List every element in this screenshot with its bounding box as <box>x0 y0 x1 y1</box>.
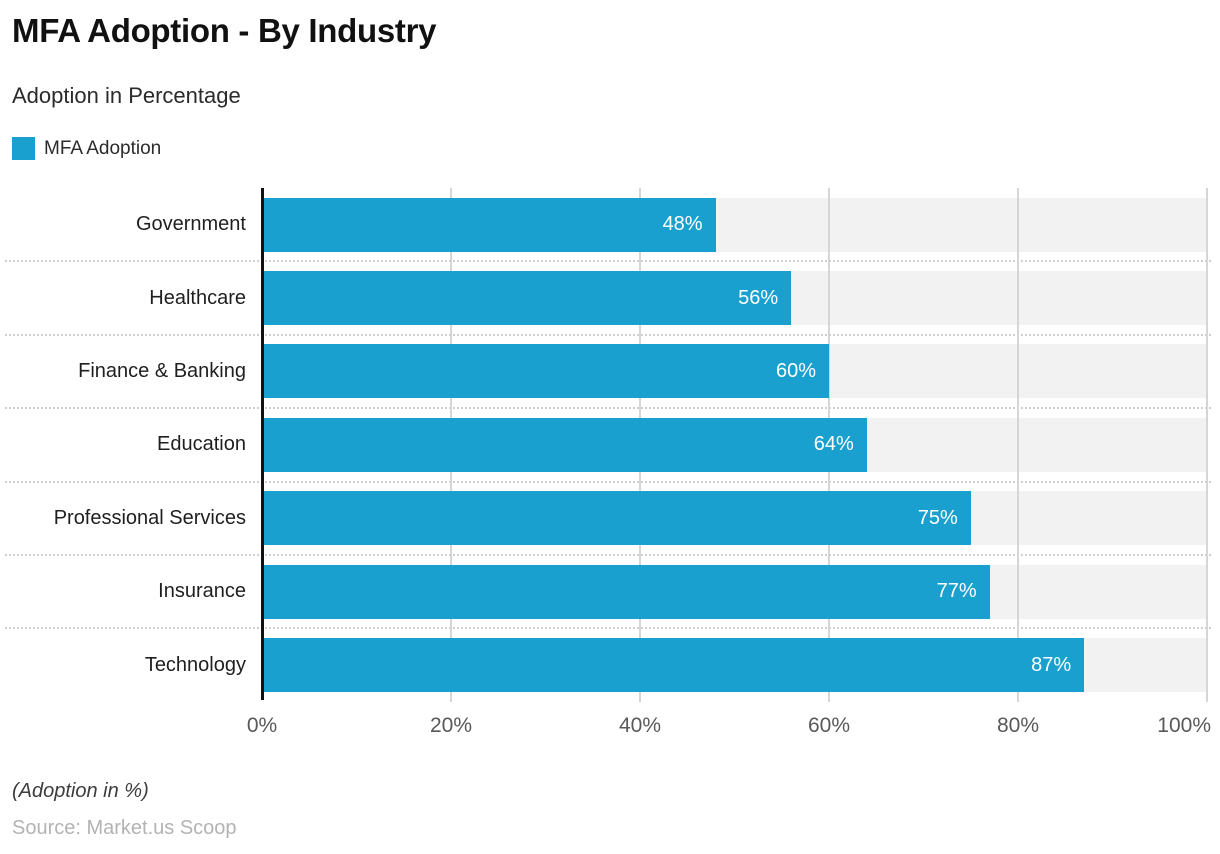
x-tick-label: 60% <box>807 714 851 737</box>
x-tick-label: 0% <box>246 714 278 737</box>
axis-note: (Adoption in %) <box>12 780 149 802</box>
category-label: Insurance <box>158 580 246 603</box>
chart-row: Technology 87% <box>0 628 1220 701</box>
chart-rows: Government 48% Healthcare 56% <box>0 188 1220 702</box>
legend-label: MFA Adoption <box>44 137 162 159</box>
chart-subtitle: Adoption in Percentage <box>12 83 241 108</box>
bar-fill: 87% <box>262 638 1085 693</box>
x-tick-label: 100% <box>1157 714 1211 737</box>
chart-row: Education 64% <box>0 408 1220 483</box>
bar-fill: 48% <box>262 197 716 252</box>
bar-value-label: 48% <box>662 213 703 236</box>
bar-value-label: 87% <box>1031 653 1072 676</box>
bar-value-label: 75% <box>917 506 958 529</box>
category-label: Government <box>135 213 246 236</box>
x-axis: 0% 20% 40% 60% 80% 100% <box>247 714 1211 742</box>
category-label: Professional Services <box>53 506 246 529</box>
bar-fill: 56% <box>262 271 792 326</box>
bar-value-label: 60% <box>775 359 816 382</box>
chart-row: Finance & Banking 60% <box>0 335 1220 410</box>
category-label: Education <box>157 433 246 456</box>
bar-value-label: 77% <box>936 580 977 603</box>
bar-area: 77% <box>262 564 1207 619</box>
category-label: Healthcare <box>149 286 246 309</box>
bar-area: 87% <box>262 638 1207 693</box>
chart-row: Healthcare 56% <box>0 261 1220 337</box>
category-label: Finance & Banking <box>78 359 246 382</box>
source-attribution: Source: Market.us Scoop <box>12 817 237 839</box>
chart-row: Professional Services 75% <box>0 482 1220 557</box>
bar-fill: 60% <box>262 344 829 399</box>
bar-fill: 75% <box>262 491 971 546</box>
bar-area: 48% <box>262 197 1207 252</box>
category-label: Technology <box>144 653 246 676</box>
bar-area: 60% <box>262 344 1207 399</box>
x-tick-label: 20% <box>429 714 473 737</box>
bar-chart-plot-area: Government 48% Healthcare 56% <box>0 188 1220 702</box>
bar-value-label: 64% <box>813 433 854 456</box>
bar-area: 75% <box>262 491 1207 546</box>
legend: MFA Adoption <box>12 137 161 160</box>
y-axis-line <box>261 188 264 700</box>
bar-value-label: 56% <box>738 286 779 309</box>
bar-fill: 64% <box>262 417 867 472</box>
x-tick-label: 40% <box>618 714 662 737</box>
x-tick-label: 80% <box>996 714 1040 737</box>
bar-area: 56% <box>262 271 1207 326</box>
bar-area: 64% <box>262 417 1207 472</box>
bar-fill: 77% <box>262 564 990 619</box>
chart-row: Government 48% <box>0 188 1220 263</box>
chart-row: Insurance 77% <box>0 555 1220 630</box>
legend-swatch-icon <box>12 137 35 160</box>
page-title: MFA Adoption - By Industry <box>12 12 437 49</box>
